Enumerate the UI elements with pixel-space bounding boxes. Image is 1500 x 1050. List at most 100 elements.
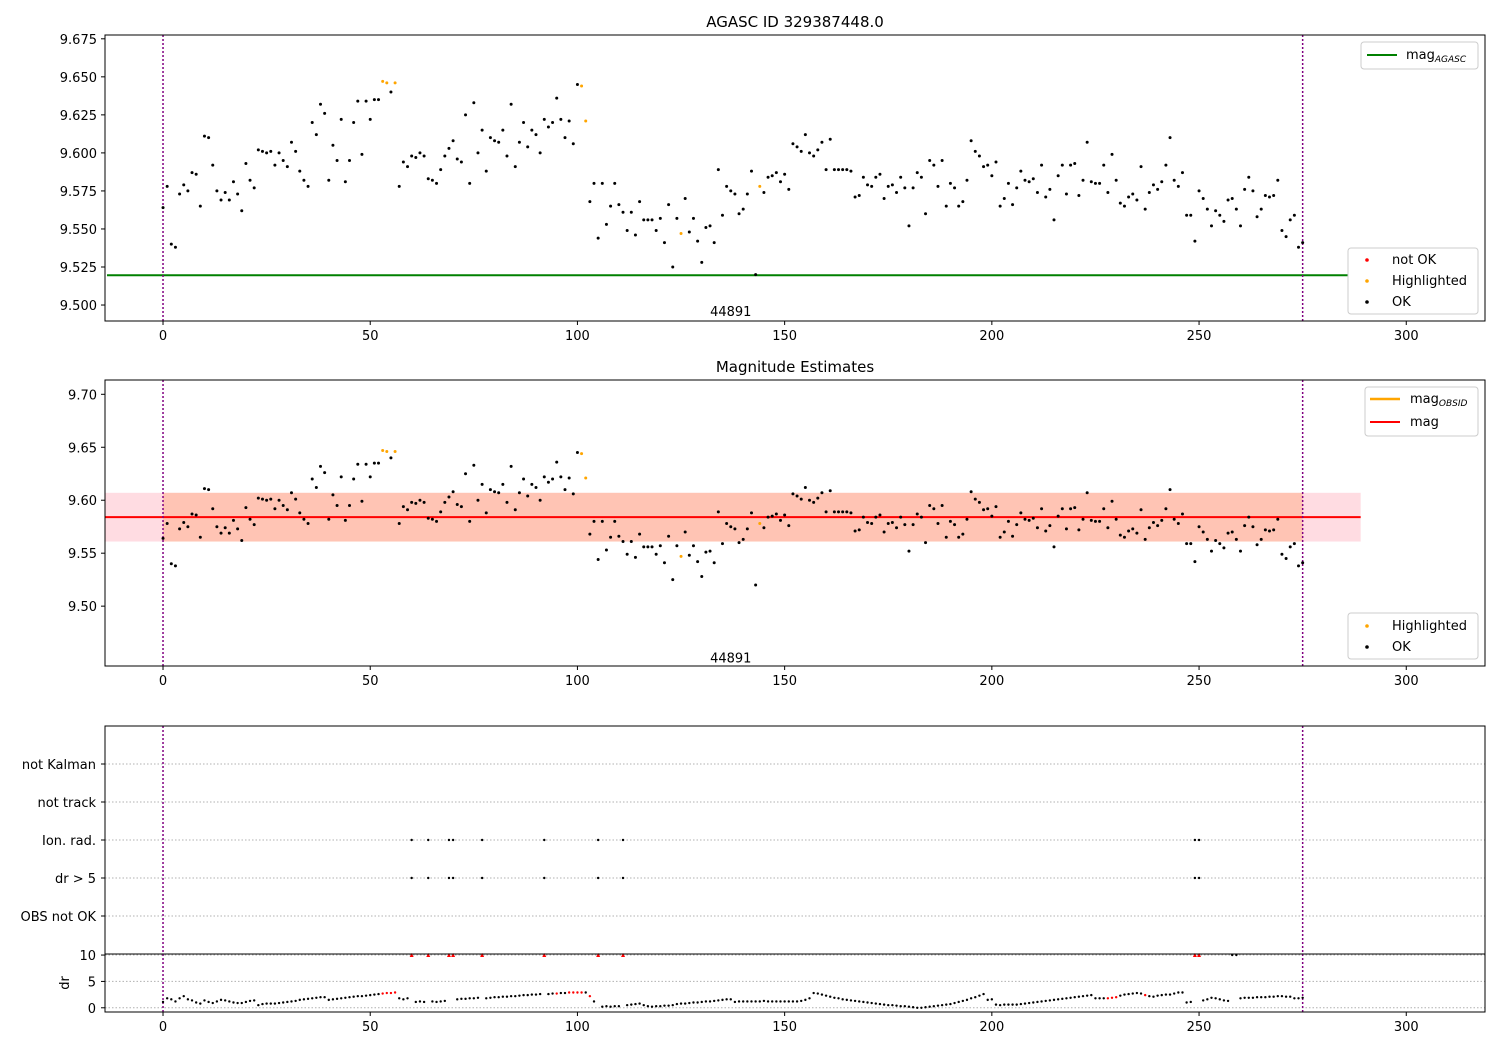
dr-point [348, 996, 351, 999]
flag-point [621, 876, 625, 880]
ok-point [1164, 163, 1168, 167]
ok-point [186, 525, 190, 529]
ok-point [306, 184, 310, 188]
ok-point [783, 172, 787, 176]
ok-point [1093, 181, 1097, 185]
ok-point [754, 583, 758, 587]
flag-point [1193, 876, 1197, 880]
ok-point [464, 472, 468, 476]
dr-point [1044, 999, 1047, 1003]
ok-point [638, 532, 642, 536]
ok-point [1222, 546, 1226, 550]
ok-point [1139, 508, 1143, 512]
dr-point [791, 1000, 795, 1003]
dr-point [460, 997, 463, 1001]
legend-marker-not-ok [1365, 258, 1369, 262]
ok-point [824, 168, 828, 172]
ok-point [911, 186, 915, 190]
ok-point [708, 549, 712, 553]
ok-point [729, 525, 733, 529]
dr-point [696, 1001, 699, 1004]
ok-point [314, 133, 318, 137]
ok-point [1297, 245, 1301, 249]
dr-point [1272, 995, 1275, 998]
ok-point [542, 475, 546, 479]
y-tick-label: 9.60 [68, 494, 97, 509]
ok-point [451, 139, 455, 143]
ok-point [1209, 224, 1213, 228]
dr-point [1239, 997, 1242, 1000]
ok-point [1040, 507, 1044, 511]
ok-point [1056, 174, 1060, 178]
ok-point [982, 165, 986, 169]
ok-point [1193, 239, 1197, 243]
dr-point [526, 993, 529, 997]
ok-point [439, 510, 443, 514]
dr-point [1185, 1001, 1188, 1004]
ok-point [774, 171, 778, 175]
dr-point [605, 1005, 608, 1008]
ok-point [165, 184, 169, 188]
flag-point [427, 838, 430, 842]
dr-point [377, 992, 380, 996]
ok-point [816, 496, 820, 500]
ok-point [712, 241, 716, 245]
panel1-title: AGASC ID 329387448.0 [706, 13, 884, 31]
ok-point [588, 200, 592, 204]
ok-point [472, 101, 476, 105]
ok-point [820, 140, 824, 144]
ok-point [1205, 207, 1209, 211]
ok-point [948, 181, 952, 185]
dr-point [601, 1005, 604, 1008]
flag-point [447, 876, 451, 880]
panel1-marks [107, 35, 1361, 321]
ok-point [1251, 525, 1255, 529]
ok-point [1218, 213, 1222, 217]
x-tick-label: 150 [772, 1020, 797, 1035]
highlighted-point [679, 554, 683, 558]
dr-point [1085, 994, 1089, 997]
ok-point [671, 578, 675, 582]
ok-point [700, 574, 704, 578]
ok-point [965, 178, 969, 182]
dr-outlier-marker [1192, 953, 1197, 958]
ok-point [488, 136, 492, 140]
ok-point [410, 154, 414, 158]
ok-point [973, 149, 977, 153]
dr-point [630, 1003, 633, 1006]
ok-point [650, 545, 654, 549]
ok-point [613, 181, 617, 185]
flag-point [1197, 838, 1201, 842]
dr-point [812, 991, 815, 995]
ok-point [845, 510, 849, 514]
ok-point [729, 189, 733, 193]
ok-point [418, 151, 422, 155]
ok-point [625, 228, 629, 232]
dr-point [1164, 993, 1168, 996]
ok-point [878, 172, 882, 176]
ok-point [1151, 183, 1155, 187]
dr-outlier-marker [596, 953, 601, 958]
ok-point [795, 494, 799, 498]
dr-point [422, 1000, 426, 1004]
ok-point [426, 177, 430, 181]
ok-point [915, 171, 919, 175]
x-tick-label: 50 [362, 329, 379, 344]
ok-point [696, 560, 700, 564]
ok-point [480, 128, 484, 132]
ok-point [592, 181, 596, 185]
ok-point [1288, 545, 1292, 549]
ok-point [256, 496, 260, 500]
x-tick-label: 100 [565, 329, 590, 344]
y-tick-label: 9.650 [60, 71, 97, 86]
highlighted-point [584, 119, 588, 123]
ok-point [1168, 488, 1172, 492]
legend-label-mag: mag [1410, 415, 1439, 430]
x-tick-label: 50 [362, 1020, 379, 1035]
dr-point [402, 998, 405, 1001]
ok-point [513, 165, 517, 169]
ok-point [704, 225, 708, 229]
ok-point [642, 218, 646, 222]
ok-point [1106, 526, 1110, 530]
